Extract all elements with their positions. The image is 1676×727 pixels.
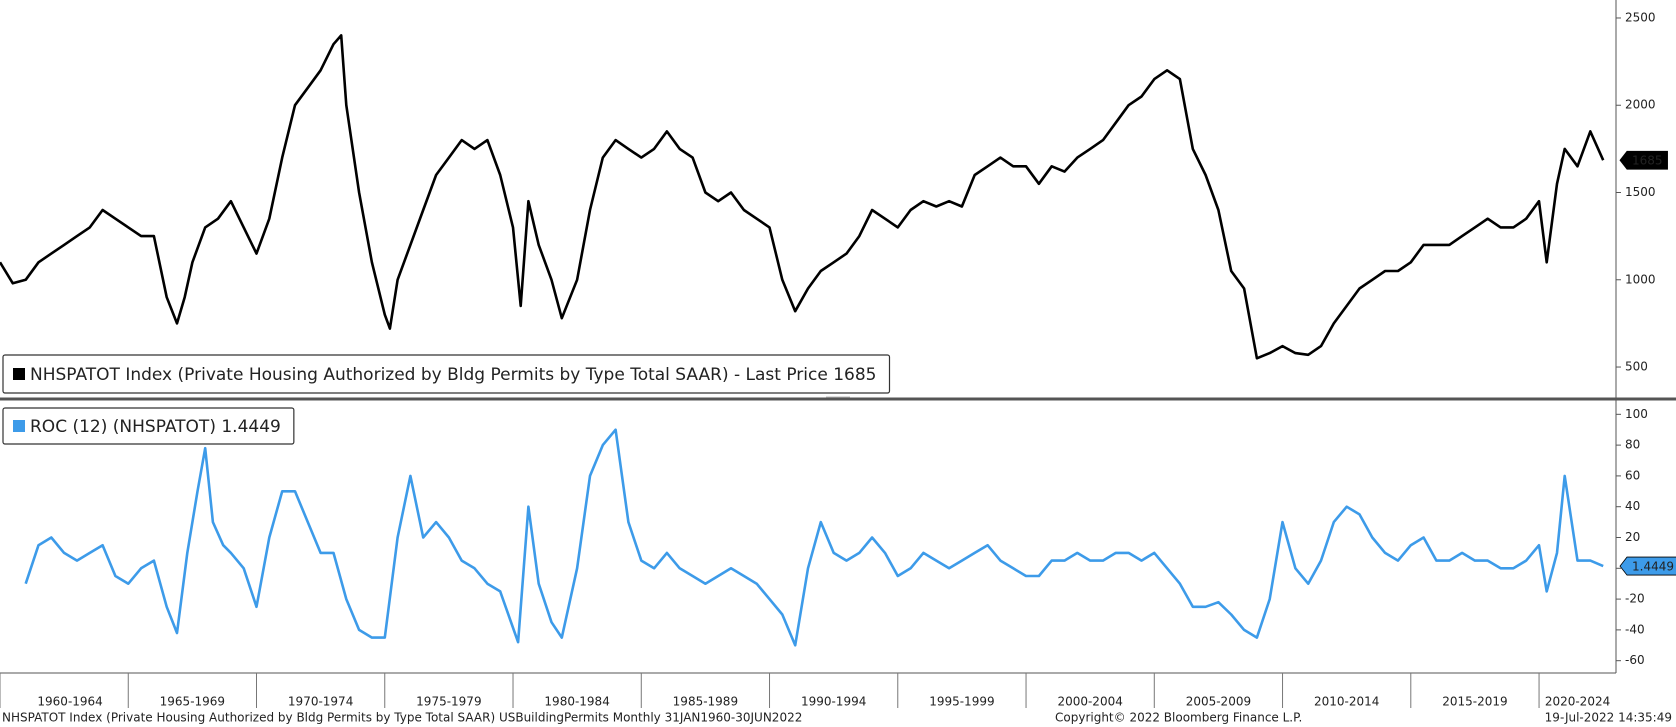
y-tick-label: 2000 (1625, 98, 1656, 112)
last-value-label: 1.4449 (1632, 560, 1674, 574)
y-tick-label: 80 (1625, 438, 1640, 452)
series-line (24, 428, 1604, 647)
x-tick-label: 1995-1999 (929, 695, 994, 709)
series-line (0, 34, 1605, 360)
x-tick-label: 1975-1979 (416, 695, 481, 709)
legend-label: NHSPATOT Index (Private Housing Authoriz… (30, 365, 877, 385)
x-tick-label: 2015-2019 (1442, 695, 1507, 709)
y-tick-label: 2500 (1625, 10, 1656, 24)
y-tick-label: 100 (1625, 407, 1648, 421)
legend-label: ROC (12) (NHSPATOT) 1.4449 (30, 417, 281, 437)
y-tick-label: 1000 (1625, 272, 1656, 286)
x-tick-label: 1990-1994 (801, 695, 866, 709)
y-tick-label: 40 (1625, 499, 1640, 513)
legend-box (2, 354, 891, 394)
y-tick-label: -40 (1625, 622, 1645, 636)
x-tick-label: 2010-2014 (1314, 695, 1379, 709)
footer-description: NHSPATOT Index (Private Housing Authoriz… (2, 711, 802, 725)
x-tick-label: 1965-1969 (160, 695, 225, 709)
y-tick-label: 20 (1625, 530, 1640, 544)
legend-swatch (13, 420, 25, 432)
last-value-badge (1619, 556, 1676, 576)
footer-copyright: Copyright© 2022 Bloomberg Finance L.P. (1055, 711, 1302, 725)
x-tick-label: 1970-1974 (288, 695, 353, 709)
y-tick-label: -60 (1625, 653, 1645, 667)
x-tick-label: 1960-1964 (37, 695, 102, 709)
x-tick-label: 1985-1989 (673, 695, 738, 709)
x-tick-label: 2000-2004 (1057, 695, 1122, 709)
x-tick-label: 1980-1984 (544, 695, 609, 709)
y-tick-label: 60 (1625, 468, 1640, 482)
legend: ROC (12) (NHSPATOT) 1.4449 (2, 407, 295, 445)
legend-box (2, 407, 295, 445)
y-tick-label: -20 (1625, 592, 1645, 606)
x-tick-label: 2005-2009 (1186, 695, 1251, 709)
legend-swatch (13, 368, 25, 380)
y-tick-label: 1500 (1625, 185, 1656, 199)
last-value-label: 1685 (1632, 154, 1663, 168)
x-tick-label: 2020-2024 (1545, 695, 1610, 709)
legend: NHSPATOT Index (Private Housing Authoriz… (2, 354, 891, 394)
y-tick-label: 500 (1625, 360, 1648, 374)
last-value-badge (1619, 150, 1668, 170)
footer-timestamp: 19-Jul-2022 14:35:49 (1545, 711, 1672, 725)
